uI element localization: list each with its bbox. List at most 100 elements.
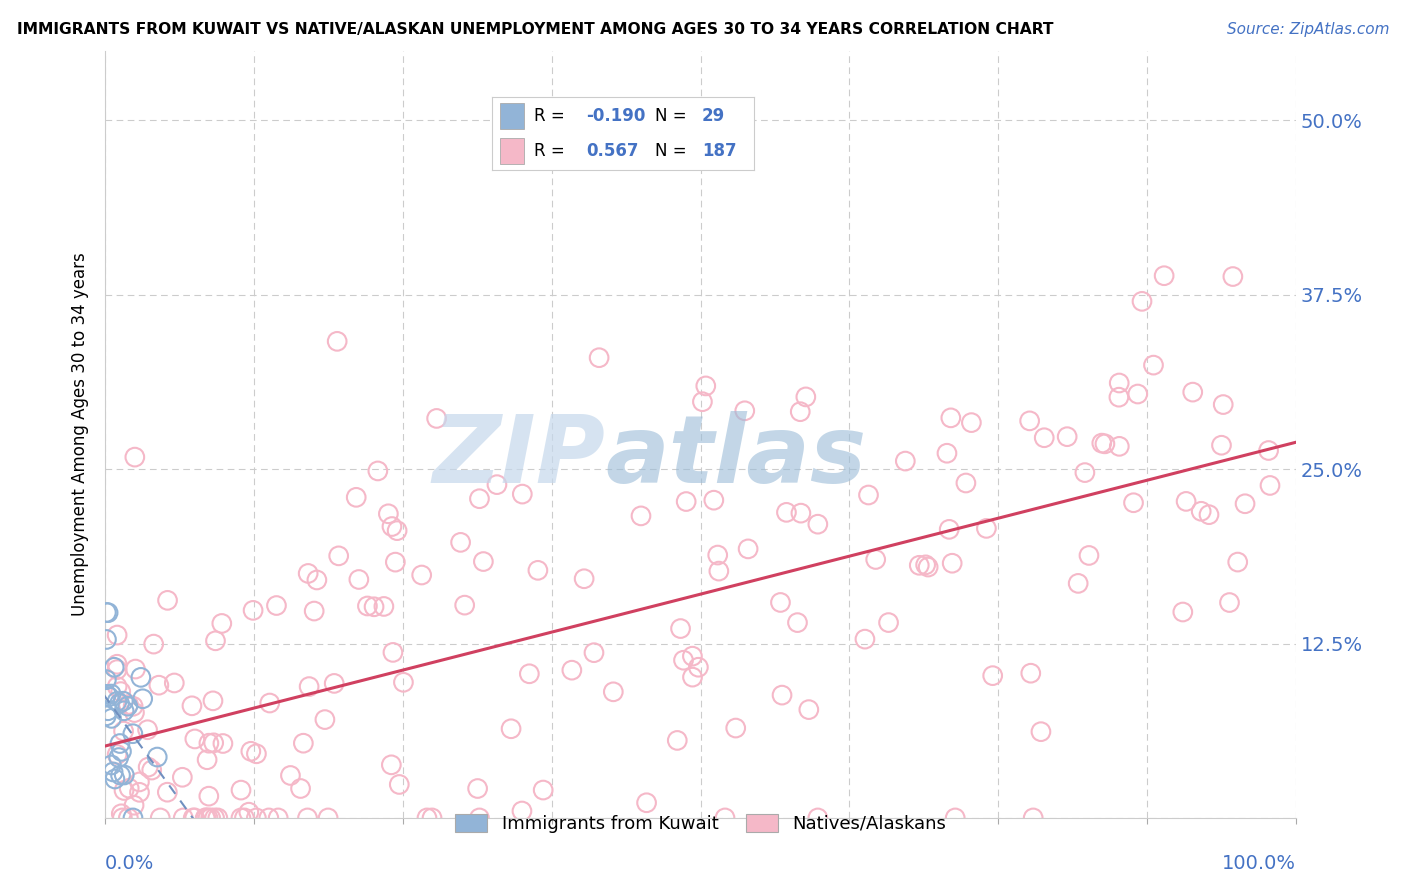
Point	[669, 622, 692, 636]
Point	[367, 464, 389, 478]
Point	[314, 713, 336, 727]
Point	[290, 781, 312, 796]
Point	[681, 649, 703, 664]
Point	[229, 811, 252, 825]
Point	[1067, 576, 1090, 591]
Text: IMMIGRANTS FROM KUWAIT VS NATIVE/ALASKAN UNEMPLOYMENT AMONG AGES 30 TO 34 YEARS : IMMIGRANTS FROM KUWAIT VS NATIVE/ALASKAN…	[17, 22, 1053, 37]
Text: ZIP: ZIP	[433, 411, 606, 503]
Point	[1108, 390, 1130, 404]
Point	[1029, 724, 1052, 739]
Point	[1142, 358, 1164, 372]
Point	[100, 687, 122, 701]
Point	[865, 552, 887, 566]
Point	[734, 404, 756, 418]
Point	[100, 711, 122, 725]
Point	[1234, 497, 1257, 511]
Point	[384, 555, 406, 569]
Point	[582, 646, 605, 660]
Point	[108, 697, 131, 711]
Point	[136, 723, 159, 737]
Point	[148, 678, 170, 692]
Point	[1078, 549, 1101, 563]
Point	[1211, 438, 1233, 452]
Point	[695, 379, 717, 393]
Point	[894, 454, 917, 468]
Point	[117, 698, 139, 712]
Point	[97, 704, 120, 718]
Point	[183, 811, 205, 825]
Point	[245, 811, 267, 825]
Point	[527, 563, 550, 577]
Point	[672, 653, 695, 667]
Point	[181, 698, 204, 713]
Point	[107, 750, 129, 764]
Point	[510, 804, 533, 818]
Point	[706, 548, 728, 562]
Text: Source: ZipAtlas.com: Source: ZipAtlas.com	[1226, 22, 1389, 37]
Point	[426, 411, 449, 425]
Point	[163, 676, 186, 690]
Point	[202, 736, 225, 750]
Point	[981, 668, 1004, 682]
Point	[1074, 466, 1097, 480]
Point	[112, 768, 135, 782]
Point	[197, 811, 219, 825]
Point	[682, 670, 704, 684]
Point	[531, 783, 554, 797]
Point	[297, 566, 319, 581]
Point	[110, 806, 132, 821]
Point	[917, 560, 939, 574]
Point	[128, 785, 150, 799]
Point	[467, 781, 489, 796]
Point	[204, 811, 226, 825]
Point	[128, 775, 150, 789]
Point	[943, 811, 966, 825]
Point	[105, 694, 128, 708]
Point	[233, 811, 256, 825]
Point	[103, 660, 125, 674]
Point	[914, 558, 936, 572]
Point	[156, 785, 179, 799]
Point	[485, 477, 508, 491]
Point	[112, 704, 135, 718]
Point	[111, 811, 134, 825]
Point	[100, 758, 122, 772]
Point	[770, 688, 793, 702]
Point	[602, 685, 624, 699]
Point	[122, 798, 145, 813]
Point	[195, 753, 218, 767]
Point	[184, 731, 207, 746]
Point	[416, 811, 439, 825]
Point	[1108, 439, 1130, 453]
Point	[561, 663, 583, 677]
Point	[238, 805, 260, 820]
Point	[807, 517, 830, 532]
Point	[790, 506, 813, 520]
Point	[280, 768, 302, 782]
Point	[292, 736, 315, 750]
Point	[1175, 494, 1198, 508]
Point	[302, 604, 325, 618]
Point	[204, 633, 226, 648]
Point	[194, 811, 217, 825]
Point	[380, 757, 402, 772]
Point	[789, 405, 811, 419]
Point	[1018, 414, 1040, 428]
Point	[105, 680, 128, 694]
Point	[858, 488, 880, 502]
Point	[724, 721, 747, 735]
Point	[110, 768, 132, 782]
Point	[381, 519, 404, 533]
Point	[453, 598, 475, 612]
Point	[939, 410, 962, 425]
Point	[1033, 431, 1056, 445]
Point	[122, 699, 145, 714]
Point	[96, 632, 118, 647]
Point	[908, 558, 931, 573]
Point	[976, 521, 998, 535]
Point	[316, 811, 339, 825]
Point	[1258, 478, 1281, 492]
Point	[468, 811, 491, 825]
Point	[666, 733, 689, 747]
Point	[688, 660, 710, 674]
